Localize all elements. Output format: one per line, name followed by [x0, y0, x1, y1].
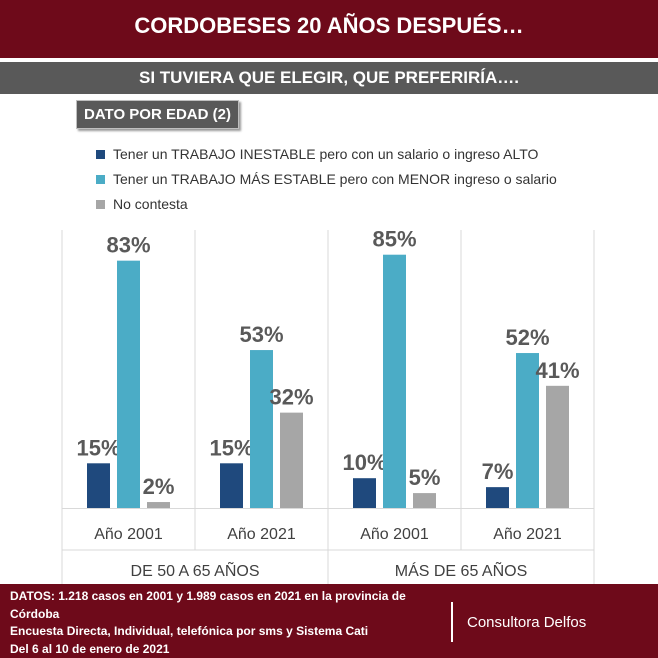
data-label: 10% — [342, 450, 386, 475]
footer-line: DATOS: 1.218 casos en 2001 y 1.989 casos… — [10, 589, 406, 621]
legend-swatch — [96, 175, 105, 184]
legend-label: Tener un TRABAJO MÁS ESTABLE pero con ME… — [113, 171, 557, 187]
legend-label: Tener un TRABAJO INESTABLE pero con un s… — [113, 146, 539, 162]
legend-swatch — [96, 150, 105, 159]
data-label: 41% — [535, 358, 579, 383]
age-data-tag: DATO POR EDAD (2) — [76, 100, 239, 129]
brand-name: Consultora Delfos — [467, 614, 587, 631]
legend-label: No contesta — [113, 196, 188, 212]
bar — [117, 260, 140, 508]
footer-divider — [451, 602, 453, 642]
data-label: 83% — [106, 233, 150, 258]
bar — [147, 502, 170, 508]
footer-line: Encuesta Directa, Individual, telefónica… — [10, 624, 369, 638]
bar — [516, 353, 539, 508]
x-tick-label: Año 2021 — [493, 526, 562, 543]
footer-bar: DATOS: 1.218 casos en 2001 y 1.989 casos… — [0, 584, 658, 658]
legend-swatch — [96, 200, 105, 209]
data-label: 53% — [239, 322, 283, 347]
bar — [413, 493, 436, 508]
x-tick-label: Año 2021 — [227, 526, 296, 543]
footer-line: Del 6 al 10 de enero de 2021 — [10, 641, 170, 656]
data-label: 5% — [409, 465, 441, 490]
x-tick-label: Año 2001 — [360, 526, 429, 543]
page-title: CORDOBESES 20 AÑOS DESPUÉS… — [134, 13, 524, 38]
bar — [250, 350, 273, 508]
bar — [220, 463, 243, 508]
group-label: MÁS DE 65 AÑOS — [395, 560, 528, 580]
group-label: DE 50 A 65 AÑOS — [131, 560, 260, 580]
bar — [87, 463, 110, 508]
data-label: 7% — [482, 459, 514, 484]
footer-notes: DATOS: 1.218 casos en 2001 y 1.989 casos… — [10, 588, 440, 658]
subheader-title: SI TUVIERA QUE ELEGIR, QUE PREFERIRÍA…. — [138, 68, 520, 87]
data-label: 15% — [209, 435, 253, 460]
bar — [486, 487, 509, 508]
data-label: 32% — [269, 385, 313, 410]
bar — [383, 254, 406, 508]
subheader-bar: SI TUVIERA QUE ELEGIR, QUE PREFERIRÍA…. — [0, 62, 658, 94]
bar — [546, 385, 569, 508]
x-tick-label: Año 2001 — [94, 526, 163, 543]
data-label: 52% — [505, 325, 549, 350]
bar-chart: 15% 83% 2% Año 2001 15% 53% 32% Año 2021 10% 85% 5… — [61, 227, 595, 584]
data-label: 2% — [143, 474, 175, 499]
header-bar: CORDOBESES 20 AÑOS DESPUÉS… — [0, 0, 658, 58]
data-label: 85% — [372, 227, 416, 252]
bar — [280, 412, 303, 508]
bar — [353, 478, 376, 508]
data-label: 15% — [76, 435, 120, 460]
